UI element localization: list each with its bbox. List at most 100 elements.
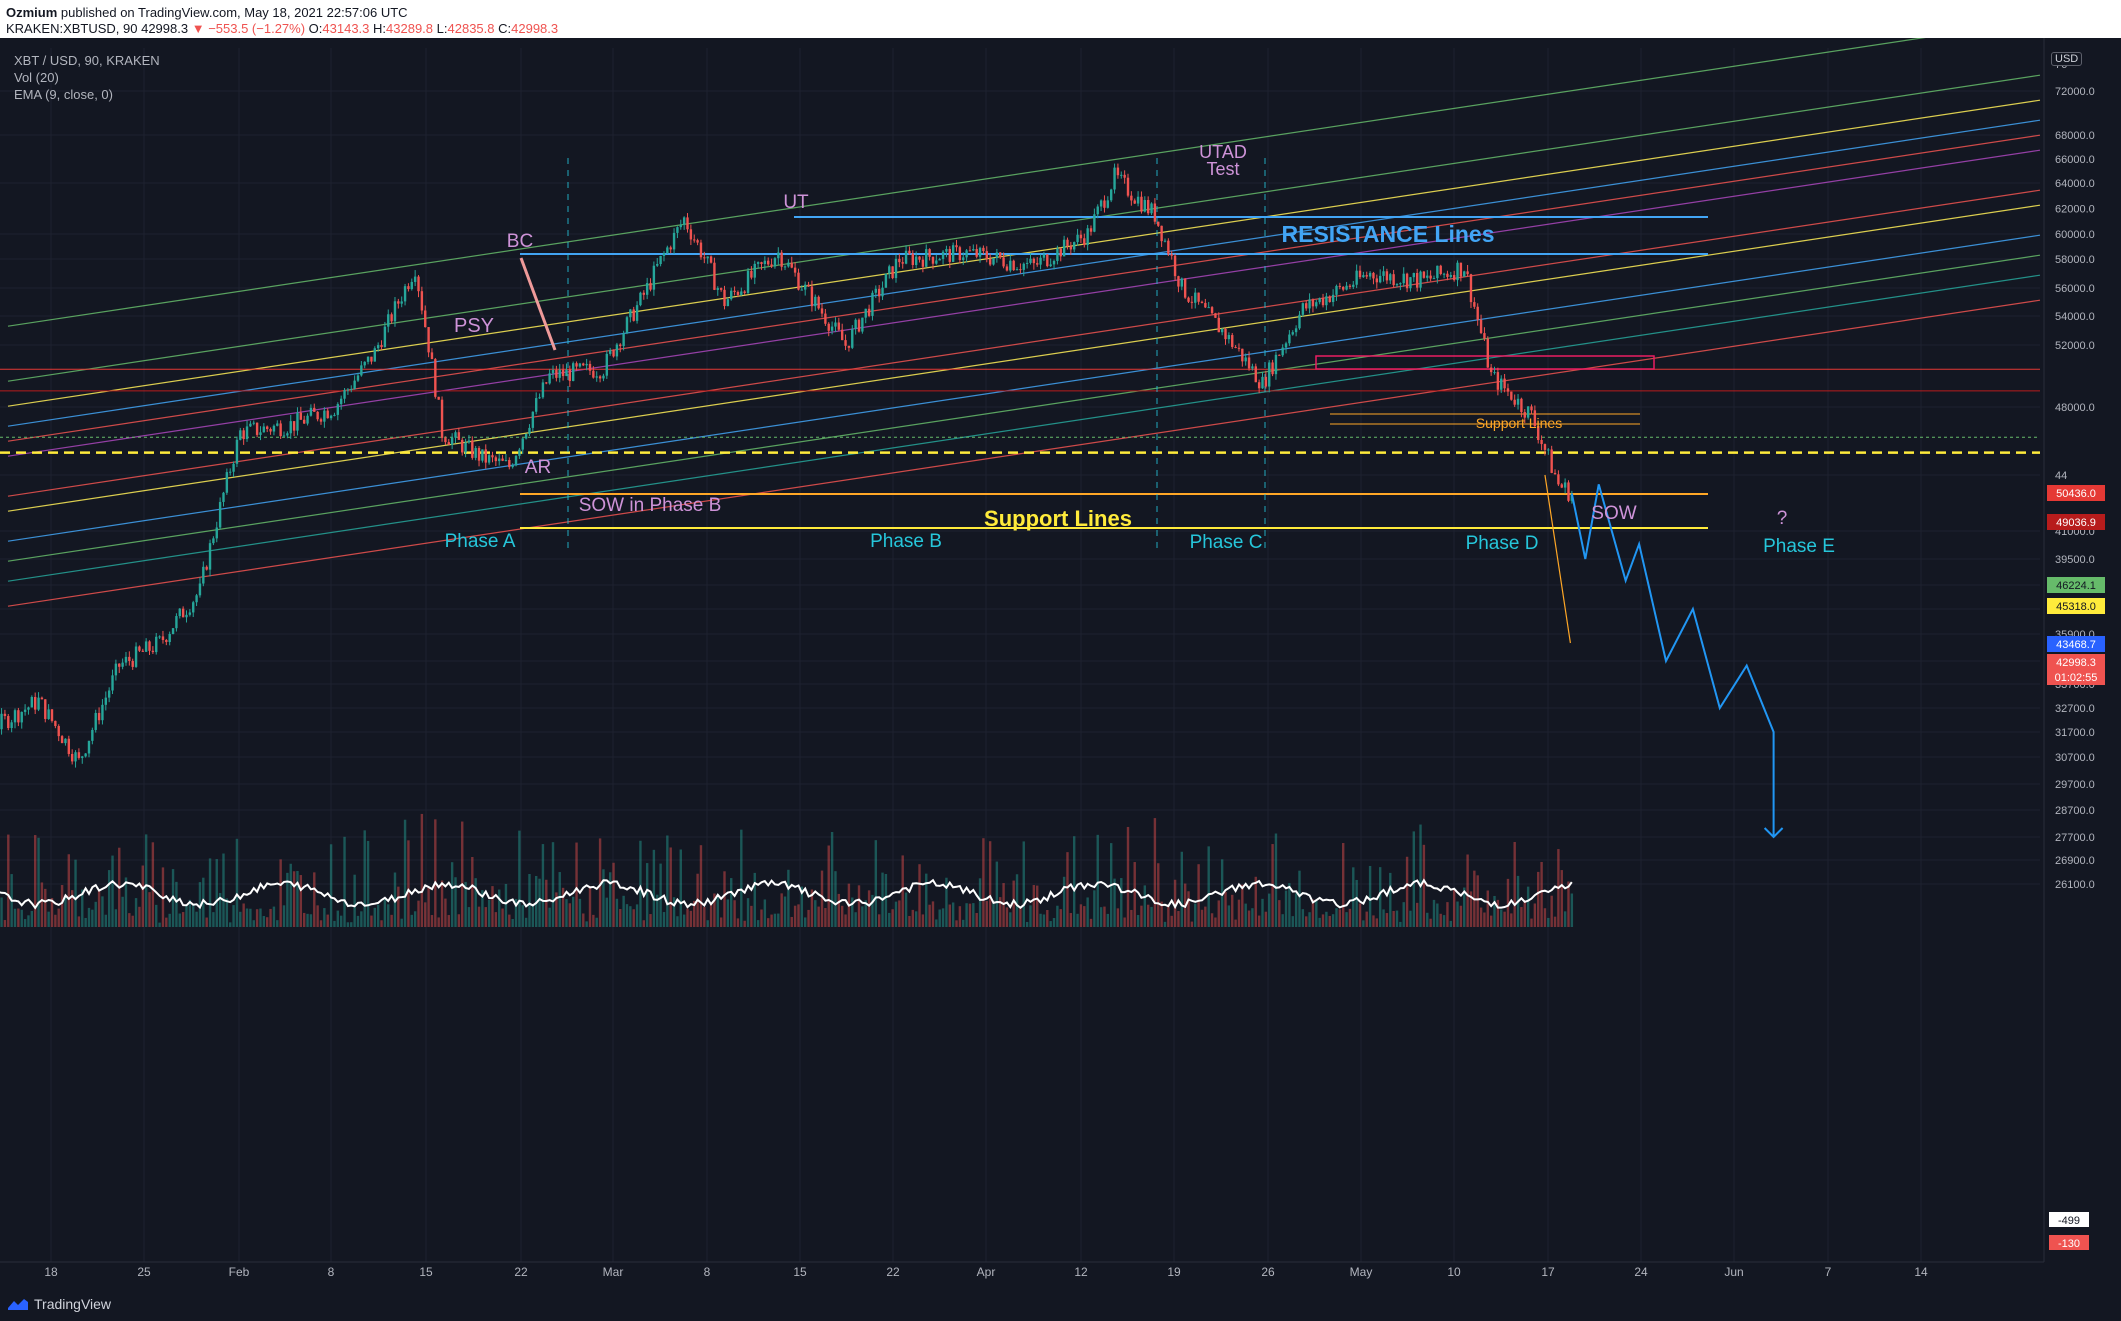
tradingview-logo-icon[interactable] [6, 1296, 30, 1312]
channel-line [7, 204, 2041, 512]
candle-body [1422, 271, 1426, 278]
legend-symbol[interactable]: XBT / USD, 90, KRAKEN [14, 53, 160, 68]
volume-bar [908, 915, 911, 927]
volume-bar [1268, 893, 1271, 927]
volume-bar [326, 914, 329, 927]
candle-body [481, 449, 484, 461]
candle-body [1036, 263, 1039, 265]
volume-bar [938, 909, 941, 927]
volume-bar [867, 890, 871, 927]
candle-body [77, 752, 81, 758]
volume-bar [1200, 909, 1204, 927]
volume-bar [47, 911, 50, 927]
candle-body [91, 729, 94, 741]
candle-body [1325, 296, 1328, 306]
volume-bar [750, 905, 753, 927]
candle-body [1432, 278, 1436, 280]
candle-body [229, 471, 232, 473]
candle-body [1547, 449, 1550, 451]
currency-button[interactable]: USD [2051, 52, 2083, 66]
volume-bar [827, 845, 830, 927]
candle-body [1200, 301, 1204, 303]
volume-bar [1385, 913, 1389, 927]
volume-bar [941, 908, 945, 927]
candle-body [114, 663, 118, 676]
candle-body [1093, 214, 1096, 232]
volume-bar [23, 919, 27, 927]
volume-bar [1429, 918, 1432, 927]
volume-bar [716, 896, 719, 927]
volume-bar [1459, 905, 1463, 927]
candle-body [151, 650, 155, 653]
candle-body [1365, 275, 1368, 277]
volume-bar [1123, 917, 1126, 927]
author-name[interactable]: Ozmium [6, 5, 58, 20]
candle-body [918, 256, 921, 260]
candle-body [790, 262, 793, 268]
volume-bar [814, 900, 817, 927]
candle-body [995, 252, 999, 259]
volume-bar [205, 917, 208, 927]
legend-ema[interactable]: EMA (9, close, 0) [14, 87, 113, 102]
price-badge [2047, 514, 2105, 530]
candle-body [571, 363, 575, 381]
candle-body [141, 650, 144, 652]
candle-body [1496, 372, 1500, 390]
axis-tick-label: 60000.0 [2055, 229, 2095, 241]
volume-bar [1368, 865, 1372, 927]
price-badge-label: 46224.1 [2056, 580, 2096, 592]
axis-tick-label: 39500.0 [2055, 554, 2095, 566]
volume-bars [0, 813, 1574, 927]
drawing-lines [519, 257, 1784, 839]
candle-body [427, 327, 430, 353]
legend-volume[interactable]: Vol (20) [14, 70, 59, 85]
candle-body [1473, 302, 1476, 307]
volume-bar [208, 858, 212, 927]
candle-body [1180, 278, 1183, 287]
price-badge-label: 50436.0 [2056, 488, 2096, 500]
candle-body [447, 442, 450, 445]
volume-bar [1274, 833, 1278, 927]
volume-bar [104, 914, 107, 927]
volume-bar [1301, 909, 1305, 927]
candle-body [1553, 472, 1557, 475]
candle-body [608, 350, 612, 354]
candle-body [864, 308, 867, 318]
candle-body [1183, 278, 1187, 298]
volume-bar [1015, 874, 1019, 927]
volume-bar [787, 869, 790, 927]
volume-bar [1079, 904, 1083, 927]
time-axis-label: 25 [137, 1265, 151, 1279]
candle-body [1375, 278, 1379, 283]
volume-bar [1547, 917, 1550, 927]
volume-bar [1503, 911, 1506, 927]
tradingview-brand[interactable]: TradingView [34, 1296, 112, 1312]
candle-body [1052, 260, 1056, 265]
candle-body [266, 426, 269, 429]
volume-bar [87, 907, 91, 927]
volume-bar [1224, 891, 1227, 927]
volume-bar [1550, 895, 1553, 927]
volume-bar [777, 913, 780, 927]
candle-body [699, 242, 703, 258]
candle-body [635, 305, 639, 321]
axis-tick-label: 29700.0 [2055, 779, 2095, 791]
volume-bar [995, 861, 999, 927]
volume-bar [91, 909, 94, 927]
candle-body [23, 709, 27, 712]
candle-body [397, 301, 400, 304]
candle-body [1466, 271, 1469, 275]
candle-body [471, 440, 474, 458]
candle-body [844, 340, 847, 346]
candle-body [1025, 262, 1029, 264]
volume-bar [501, 908, 504, 927]
candle-body [672, 232, 676, 250]
volume-ma-line [0, 878, 1573, 910]
volume-bar [582, 913, 585, 927]
candle-body [245, 426, 249, 440]
volume-bar [635, 904, 639, 927]
volume-bar [1412, 831, 1416, 927]
volume-bar [1358, 903, 1362, 927]
candle-body [124, 656, 128, 663]
